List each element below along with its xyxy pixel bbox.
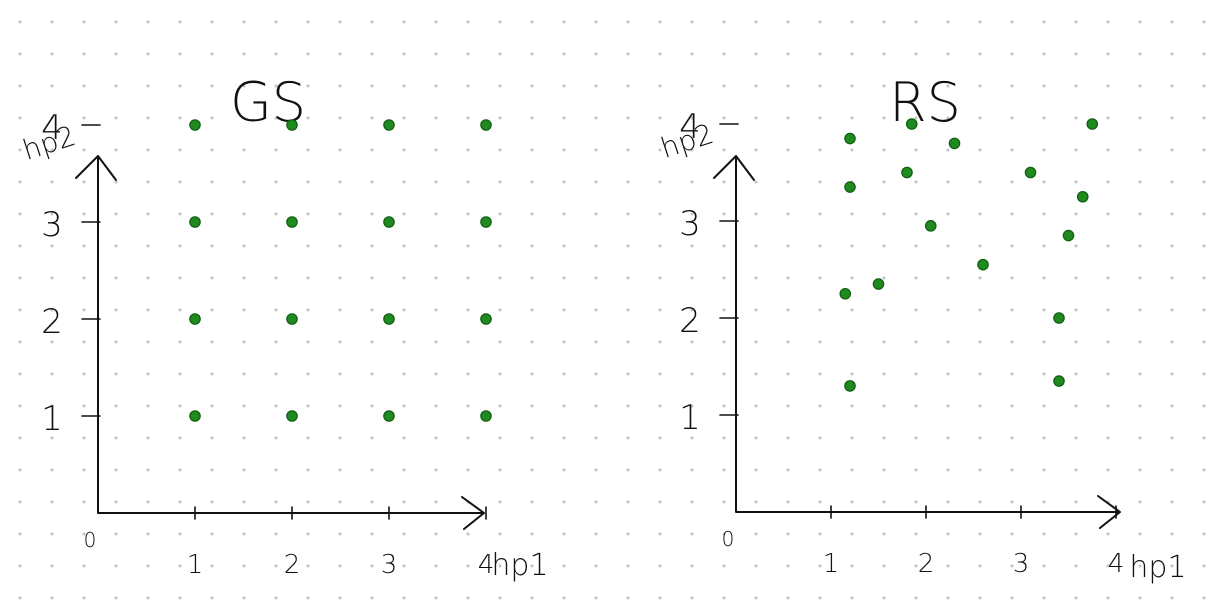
data-point (977, 258, 989, 271)
data-point (480, 216, 492, 228)
y-axis-arrow (75, 155, 117, 181)
data-point (189, 119, 201, 131)
y-tick-label: 3 (679, 204, 701, 244)
x-tick-label: 2 (918, 549, 935, 579)
data-point (286, 313, 298, 325)
y-tick-label: 4 (679, 107, 701, 147)
origin-label: 0 (84, 528, 97, 552)
data-point (286, 216, 298, 228)
axes-lines (97, 157, 483, 514)
x-tick-label: 1 (823, 549, 840, 579)
data-point (924, 220, 937, 232)
origin-label: 0 (722, 527, 735, 551)
y-tick-label: 2 (679, 301, 701, 341)
data-point (872, 278, 885, 290)
data-point (480, 119, 492, 131)
y-axis-arrow (713, 155, 755, 181)
data-point (844, 132, 856, 145)
data-point (1024, 166, 1037, 179)
data-point (480, 313, 492, 325)
x-tick-label: 3 (381, 550, 398, 580)
y-tick-label: 4 (41, 108, 63, 148)
y-tick-label: 2 (41, 302, 63, 342)
x-tick-label: 2 (284, 550, 301, 580)
x-tick-label: 4 (478, 550, 495, 580)
data-point (901, 166, 913, 179)
data-point (189, 410, 201, 422)
data-point (1076, 190, 1089, 203)
axes-lines (735, 157, 1119, 513)
y-tick-label: 1 (41, 399, 63, 439)
data-point (844, 380, 856, 392)
data-point (1053, 375, 1065, 387)
data-point (948, 137, 961, 150)
x-tick-label: 1 (187, 550, 204, 580)
data-point (844, 181, 856, 193)
y-tick-label: 3 (41, 205, 63, 245)
data-point (383, 410, 395, 422)
x-axis-label: hp1 (491, 548, 548, 583)
data-point (286, 119, 298, 131)
data-point (383, 119, 395, 131)
x-axis-arrow (461, 496, 485, 530)
data-point (1053, 312, 1065, 324)
x-axis-label: hp1 (1129, 550, 1186, 585)
data-point (383, 313, 395, 325)
data-point (1062, 229, 1075, 242)
data-point (383, 216, 395, 228)
x-tick-label: 3 (1013, 549, 1030, 579)
y-tick-label: 1 (679, 398, 701, 438)
data-point (839, 287, 852, 300)
data-point (905, 118, 918, 130)
x-axis-arrow (1097, 495, 1121, 529)
data-point (480, 410, 492, 422)
data-point (189, 313, 201, 325)
x-tick-label: 4 (1108, 549, 1125, 579)
chart-title: RS (889, 71, 961, 134)
data-point (286, 410, 298, 422)
data-point (189, 216, 201, 228)
data-point (1086, 118, 1099, 130)
